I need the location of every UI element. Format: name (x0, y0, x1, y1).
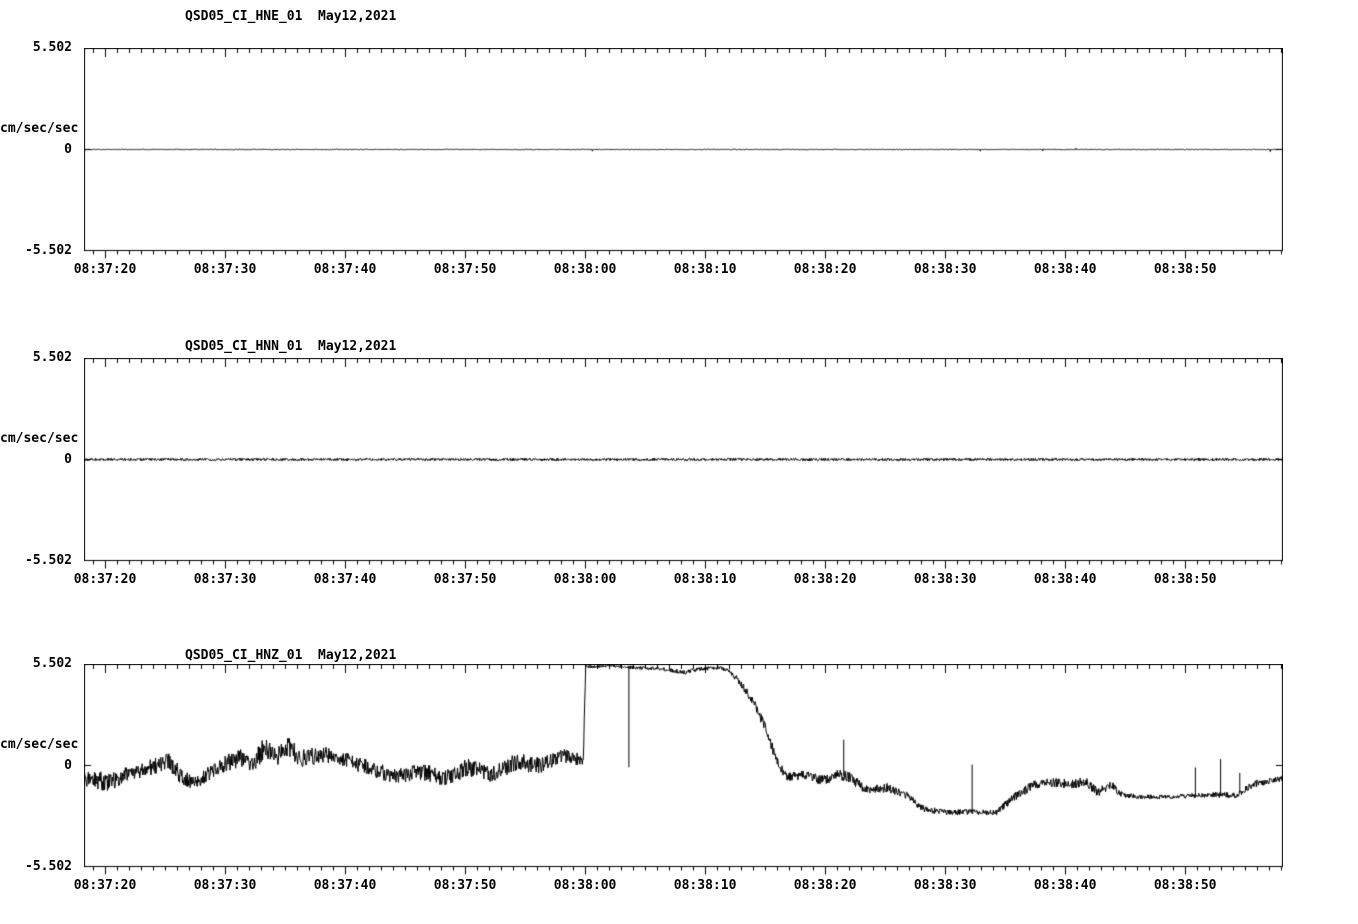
x-tick-label: 08:37:20 (73, 262, 137, 277)
y-unit-label: cm/sec/sec (0, 121, 79, 136)
x-tick-label: 08:38:20 (793, 262, 857, 277)
x-tick-label: 08:37:40 (313, 262, 377, 277)
x-tick-label: 08:38:00 (553, 572, 617, 587)
y-unit-label: cm/sec/sec (0, 737, 79, 752)
y-min-label: -5.502 (25, 243, 72, 258)
x-tick-label: 08:37:30 (193, 262, 257, 277)
x-tick-label: 08:38:40 (1033, 572, 1097, 587)
chart-title: QSD05_CI_HNE_01 May12,2021 (185, 9, 397, 24)
x-tick-label: 08:37:30 (193, 878, 257, 893)
waveform-canvas (84, 48, 1283, 262)
y-zero-label: 0 (64, 452, 72, 467)
x-tick-label: 08:38:00 (553, 262, 617, 277)
x-tick-label: 08:37:40 (313, 878, 377, 893)
x-tick-label: 08:38:50 (1153, 878, 1217, 893)
x-tick-label: 08:38:30 (913, 878, 977, 893)
x-tick-label: 08:38:40 (1033, 262, 1097, 277)
x-tick-label: 08:38:30 (913, 262, 977, 277)
x-tick-label: 08:38:00 (553, 878, 617, 893)
x-tick-label: 08:38:10 (673, 262, 737, 277)
waveform-canvas (84, 358, 1283, 572)
x-tick-label: 08:38:10 (673, 878, 737, 893)
waveform-canvas (84, 664, 1283, 878)
y-max-label: 5.502 (32, 350, 72, 365)
x-tick-label: 08:37:50 (433, 572, 497, 587)
x-tick-label: 08:38:30 (913, 572, 977, 587)
chart-title: QSD05_CI_HNZ_01 May12,2021 (185, 648, 397, 663)
y-zero-label: 0 (64, 142, 72, 157)
x-tick-label: 08:38:50 (1153, 262, 1217, 277)
x-tick-label: 08:38:50 (1153, 572, 1217, 587)
x-tick-label: 08:37:20 (73, 572, 137, 587)
y-unit-label: cm/sec/sec (0, 431, 79, 446)
x-tick-label: 08:37:20 (73, 878, 137, 893)
x-tick-label: 08:37:50 (433, 878, 497, 893)
y-min-label: -5.502 (25, 859, 72, 874)
y-zero-label: 0 (64, 758, 72, 773)
y-max-label: 5.502 (32, 40, 72, 55)
x-tick-label: 08:37:30 (193, 572, 257, 587)
y-max-label: 5.502 (32, 656, 72, 671)
x-tick-label: 08:37:50 (433, 262, 497, 277)
x-tick-label: 08:38:20 (793, 572, 857, 587)
x-tick-label: 08:37:40 (313, 572, 377, 587)
x-tick-label: 08:38:40 (1033, 878, 1097, 893)
x-tick-label: 08:38:20 (793, 878, 857, 893)
x-tick-label: 08:38:10 (673, 572, 737, 587)
y-min-label: -5.502 (25, 553, 72, 568)
chart-title: QSD05_CI_HNN_01 May12,2021 (185, 339, 397, 354)
